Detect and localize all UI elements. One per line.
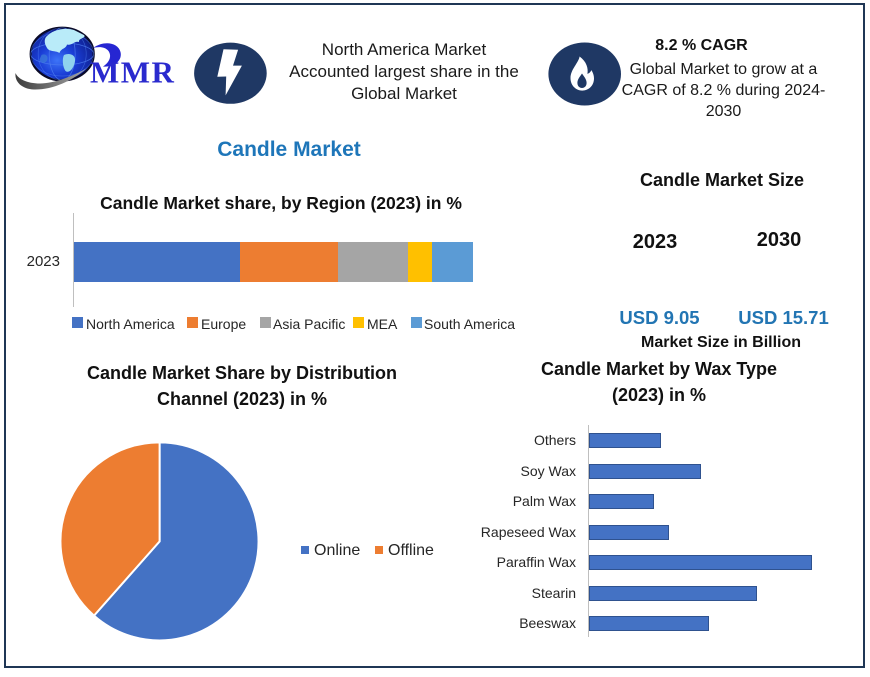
svg-text:MMR: MMR: [90, 55, 175, 90]
